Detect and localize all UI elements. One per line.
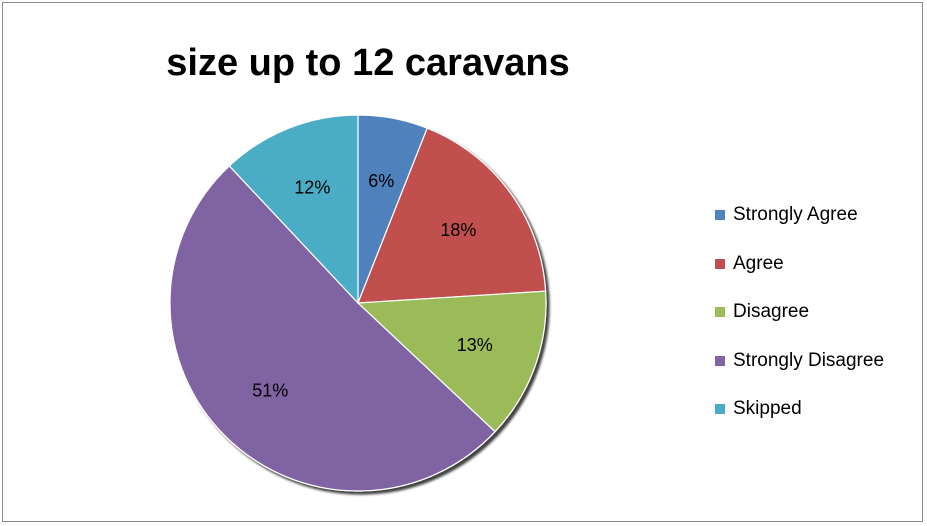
chart-legend: Strongly Agree Agree Disagree Strongly Disa… — [715, 203, 920, 446]
legend-label: Strongly Agree — [733, 204, 858, 225]
data-label-strongly-disagree: 51% — [252, 381, 288, 401]
legend-item-strongly-agree: Strongly Agree — [715, 203, 920, 227]
pie-chart: 6% 18% 13% 51% 12% — [169, 114, 547, 492]
legend-label: Disagree — [733, 301, 810, 322]
legend-swatch-skipped — [715, 404, 725, 414]
legend-swatch-strongly-disagree — [715, 355, 725, 366]
data-label-agree: 18% — [440, 220, 476, 240]
pie-slice-skipped — [228, 114, 359, 305]
legend-item-agree: Agree — [715, 252, 920, 276]
pie-slice-strongly-disagree — [169, 165, 496, 492]
legend-item-strongly-disagree: Strongly Disagree — [715, 349, 920, 373]
legend-swatch-disagree — [715, 307, 725, 317]
pie-slice-disagree — [356, 290, 547, 433]
legend-swatch-strongly-agree — [715, 210, 725, 220]
legend-label: Skipped — [733, 398, 802, 419]
legend-label: Strongly Disagree — [733, 349, 885, 371]
legend-label: Agree — [733, 252, 784, 274]
legend-swatch-agree — [715, 258, 725, 269]
data-label-skipped: 12% — [294, 178, 330, 198]
pie-slice-agree — [357, 127, 547, 304]
legend-item-skipped: Skipped — [715, 397, 920, 421]
data-label-strongly-agree: 6% — [368, 171, 394, 191]
legend-item-disagree: Disagree — [715, 300, 920, 324]
data-label-disagree: 13% — [457, 335, 493, 355]
chart-title: size up to 12 caravans — [166, 42, 570, 84]
